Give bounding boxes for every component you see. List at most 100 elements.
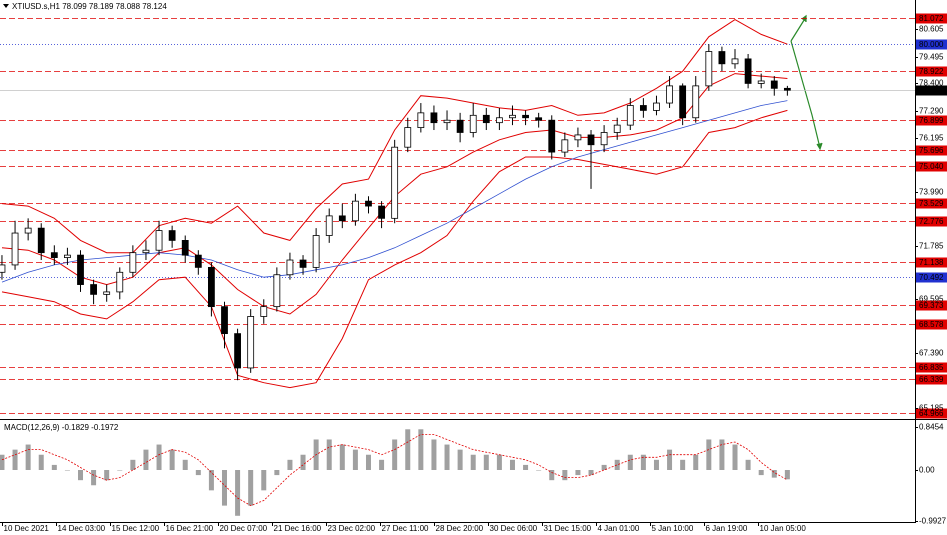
candle-body [77, 254, 84, 285]
level-label-box [916, 362, 947, 373]
candle-body [718, 51, 726, 65]
macd-bar [326, 439, 332, 470]
macd-bar [444, 444, 450, 470]
macd-bar [195, 469, 201, 476]
level-label-box [916, 216, 947, 227]
candle-body [37, 227, 45, 254]
x-tick-label: 23 Dec 02:00 [328, 524, 376, 533]
macd-bar [25, 444, 31, 470]
candle-body [783, 87, 791, 91]
candle-body [312, 235, 320, 268]
x-tick-label: 4 Jan 01:00 [598, 524, 640, 533]
candle-body [90, 284, 97, 295]
candle-body [391, 146, 399, 219]
level-label-box [916, 161, 947, 172]
level-label-box [916, 198, 947, 209]
candle-body [234, 333, 241, 369]
y-tick-label: 69.595 [919, 295, 944, 304]
candle-body [116, 271, 124, 293]
candle-body [142, 249, 150, 254]
candle-body [181, 240, 189, 256]
macd-bar [653, 459, 659, 470]
level-label: 78.124 [919, 86, 944, 95]
candle-body [666, 85, 673, 104]
macd-bar [379, 459, 385, 470]
macd-bar [208, 469, 214, 491]
level-label: 80.000 [919, 40, 944, 49]
candle-body [0, 264, 6, 273]
candle-body [194, 254, 202, 268]
macd-bar [64, 469, 70, 471]
candle-body [692, 85, 700, 119]
candle-body [522, 114, 529, 119]
macd-bar [156, 444, 162, 470]
candle-body [168, 230, 176, 241]
macd-bar [91, 469, 97, 486]
candle-body [129, 252, 137, 273]
level-label-box [916, 13, 947, 24]
y-tick-label: 0.00 [919, 466, 935, 475]
y-tick-label: 79.495 [919, 53, 944, 62]
y-tick-label: 78.400 [919, 79, 944, 88]
y-tick-label: 73.990 [919, 188, 944, 197]
level-label: 71.138 [919, 258, 944, 267]
level-label: 69.373 [919, 301, 944, 310]
level-label-box [916, 39, 947, 50]
candle-body [273, 274, 281, 308]
x-tick-label: 10 Jan 05:00 [760, 524, 807, 533]
macd-bar [143, 449, 149, 470]
macd-bar [771, 469, 777, 478]
y-tick-label: 71.785 [919, 242, 944, 251]
macd-bar [339, 444, 345, 470]
level-label-box [916, 145, 947, 156]
candle-body [221, 306, 228, 335]
x-tick-label: 14 Dec 03:00 [58, 524, 106, 533]
macd-bar [470, 454, 476, 470]
macd-bar [0, 454, 5, 470]
indicator-title: MACD(12,26,9) -0.1829 -0.1972 [4, 423, 119, 432]
macd-bar [261, 469, 267, 491]
candle-body [417, 112, 425, 128]
level-label: 70.492 [919, 273, 944, 282]
candle-body [325, 215, 333, 236]
candle-body [378, 205, 385, 219]
macd-bar [300, 454, 306, 470]
y-tick-label: 80.605 [919, 25, 944, 34]
x-tick-label: 15 Dec 12:00 [112, 524, 160, 533]
level-label: 75.696 [919, 146, 944, 155]
level-label: 78.922 [919, 67, 944, 76]
x-tick-label: 20 Dec 07:00 [220, 524, 268, 533]
level-label-box [916, 300, 947, 311]
candle-body [469, 114, 477, 133]
candle-body [208, 266, 215, 308]
x-tick-label: 30 Dec 06:00 [490, 524, 538, 533]
candle-body [365, 200, 372, 207]
candle-body [404, 127, 412, 148]
candle-body [561, 139, 569, 153]
macd-bar [431, 439, 437, 470]
candle-body [299, 259, 307, 268]
x-tick-label: 5 Jan 10:00 [652, 524, 694, 533]
menu-triangle[interactable] [3, 4, 9, 8]
y-tick-label: 0.8454 [919, 423, 944, 432]
candle-body [24, 227, 32, 234]
candle-body [443, 119, 451, 124]
macd-bar [693, 454, 699, 470]
level-label: 68.578 [919, 320, 944, 329]
level-label: 75.040 [919, 162, 944, 171]
candle-body [286, 259, 294, 276]
candle-body [744, 58, 752, 84]
level-label-box [916, 374, 947, 385]
candle-body [260, 306, 268, 317]
candle-body [705, 51, 713, 87]
x-tick-label: 31 Dec 15:00 [544, 524, 592, 533]
macd-bar [614, 459, 620, 470]
macd-bar [182, 459, 188, 470]
x-tick-label: 6 Jan 19:00 [706, 524, 748, 533]
candle-body [626, 105, 634, 126]
macd-bar [78, 469, 84, 481]
level-label: 66.339 [919, 375, 944, 384]
candle-body [639, 105, 647, 111]
macd-bar [235, 469, 241, 516]
